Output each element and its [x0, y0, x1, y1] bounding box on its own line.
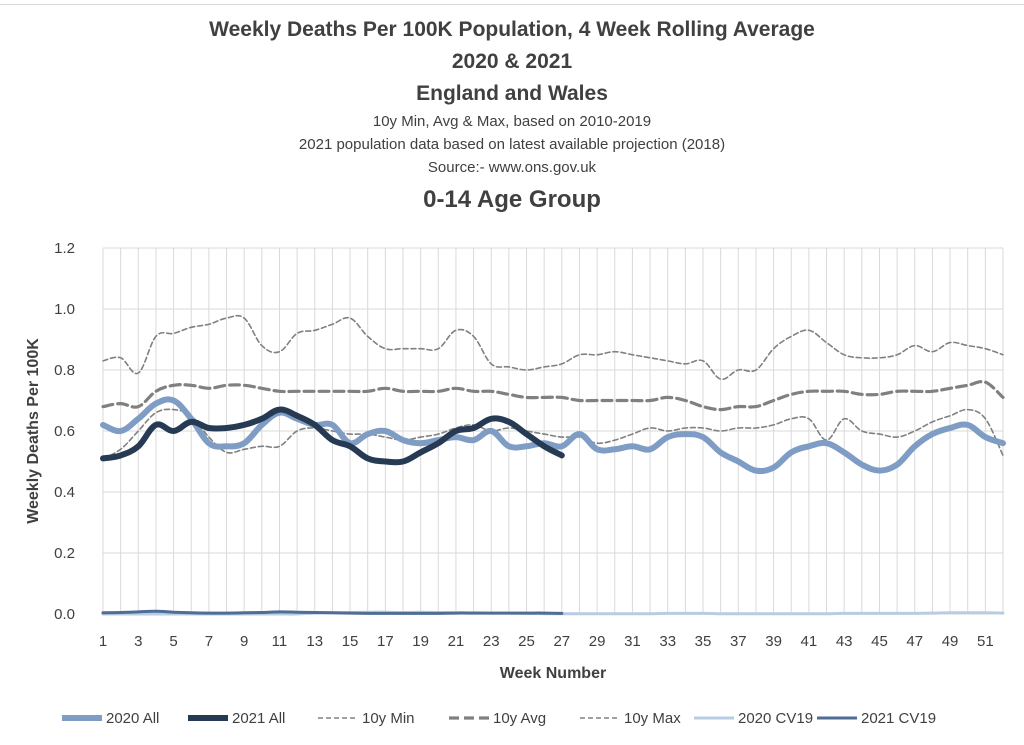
y-tick-label: 0.2	[54, 545, 75, 562]
x-tick-label: 43	[836, 633, 853, 650]
chart-subtitle-population: 2021 population data based on latest ava…	[298, 136, 726, 153]
x-tick-label: 31	[624, 633, 641, 650]
y-tick-label: 0.8	[54, 362, 75, 379]
y-tick-label: 1.0	[54, 301, 75, 318]
series-line-10y-min	[102, 408, 1004, 460]
legend-label: 2021 CV19	[861, 710, 936, 727]
chart-subtitle-basis: 10y Min, Avg & Max, based on 2010-2019	[372, 113, 652, 130]
x-tick-label: 11	[272, 633, 288, 650]
series-line-2021-cv19	[101, 609, 564, 615]
y-tick-label: 0.0	[54, 606, 75, 623]
y-tick-label: 1.2	[54, 240, 75, 257]
y-axis-title: Weekly Deaths Per 100K	[25, 338, 42, 524]
x-tick-label: 29	[589, 633, 606, 650]
chart-title: Weekly Deaths Per 100K Population, 4 Wee…	[209, 18, 815, 41]
x-tick-label: 13	[306, 633, 323, 650]
chart-subtitle-region: England and Wales	[416, 82, 608, 105]
x-tick-label: 19	[412, 633, 429, 650]
chart-subtitle-source: Source:- www.ons.gov.uk	[427, 159, 597, 176]
x-tick-label: 49	[942, 633, 959, 650]
series-line-2021-all	[100, 406, 565, 466]
x-tick-label: 25	[518, 633, 535, 650]
legend-label: 10y Avg	[493, 710, 546, 727]
series-line-2020-all	[100, 396, 1006, 475]
x-tick-label: 1	[99, 633, 107, 650]
x-tick-label: 41	[801, 633, 818, 650]
legend-label: 10y Min	[362, 710, 415, 727]
x-tick-label: 23	[483, 633, 500, 650]
top-border	[0, 4, 1024, 5]
y-tick-label: 0.6	[54, 423, 75, 440]
x-tick-label: 15	[342, 633, 359, 650]
x-tick-label: 37	[730, 633, 747, 650]
x-tick-label: 7	[205, 633, 213, 650]
legend-label: 2020 CV19	[738, 710, 813, 727]
x-tick-label: 27	[553, 633, 570, 650]
chart-subtitle-years: 2020 & 2021	[451, 50, 573, 73]
x-tick-label: 33	[659, 633, 676, 650]
x-tick-label: 45	[871, 633, 888, 650]
legend-label: 2020 All	[106, 710, 159, 727]
series-line-10y-max	[102, 314, 1004, 381]
x-tick-label: 51	[977, 633, 994, 650]
legend-label: 10y Max	[624, 710, 681, 727]
y-tick-label: 0.4	[54, 484, 75, 501]
x-tick-label: 17	[377, 633, 394, 650]
x-tick-label: 39	[765, 633, 782, 650]
x-tick-label: 47	[906, 633, 923, 650]
chart-subtitles: 2020 & 2021 England and Wales 10y Min, A…	[0, 46, 1024, 179]
x-tick-label: 3	[134, 633, 142, 650]
x-tick-label: 5	[169, 633, 177, 650]
legend-label: 2021 All	[232, 710, 285, 727]
x-tick-label: 9	[240, 633, 248, 650]
x-tick-label: 35	[695, 633, 712, 650]
x-tick-label: 21	[448, 633, 465, 650]
chart-group-title: 0-14 Age Group	[423, 186, 601, 213]
series-line-10y-avg	[101, 380, 1005, 412]
x-axis-title: Week Number	[500, 665, 606, 682]
chart-titles: Weekly Deaths Per 100K Population, 4 Wee…	[0, 14, 1024, 219]
